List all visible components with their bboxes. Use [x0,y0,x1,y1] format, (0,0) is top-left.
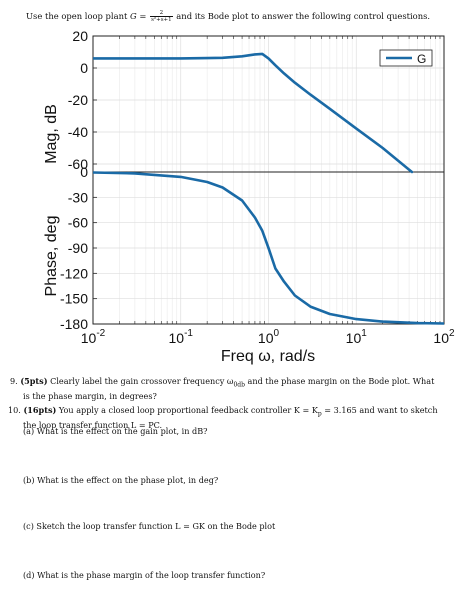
phase-ytick-label: -120 [60,265,88,281]
q10-part-b: (b) What is the effect on the phase plot… [23,475,219,485]
phase-ytick-label: -30 [68,189,88,205]
plant-variable: G [130,11,137,21]
magnitude-ytick-label: -60 [68,156,88,172]
magnitude-ytick-label: 0 [80,60,88,76]
q9-sub: 0db [233,381,245,389]
q10-line1-end: = 3.165 and want to sketch [321,405,438,415]
q9-line1-end: and the phase margin on the Bode plot. W… [244,376,435,386]
phase-ytick-label: -150 [60,291,88,307]
magnitude-ylabel: Mag, dB [43,104,60,164]
question-9: 9. (5pts) Clearly label the gain crossov… [10,376,470,402]
transfer-function-fraction: 2 s²+s+1 [150,10,173,23]
phase-xtick-label: 10-1 [169,328,194,346]
q10-sub: p [317,410,322,418]
q10-points: (16pts) [23,405,57,415]
phase-xtick-label: 101 [346,328,368,346]
phase-ytick-label: -90 [68,240,88,256]
magnitude-series-g [93,52,414,174]
phase-xtick-label: 100 [258,328,280,346]
q10-part-c: (c) Sketch the loop transfer function L … [23,521,276,531]
legend-label-g: G [417,52,426,66]
phase-ylabel: Phase, deg [43,216,60,297]
q10-part-a: (a) What is the effect on the gain plot,… [23,426,208,436]
intro-prefix: Use the open loop plant [26,11,131,21]
q10-part-d: (d) What is the phase margin of the loop… [23,570,266,580]
q10-line1: You apply a closed loop proportional fee… [56,405,318,415]
q10-number: 10. [8,405,21,415]
q9-line1: Clearly label the gain crossover frequen… [47,376,234,386]
magnitude-ticks: 20 0 -20 -40 -60 [68,28,441,172]
phase-ytick-label: -180 [60,316,88,332]
magnitude-ytick-label: -40 [68,124,88,140]
phase-ytick-label: -60 [68,215,88,231]
q10-line2: the loop transfer function L = PC. [23,420,163,431]
q9-line2: is the phase margin, in degrees? [23,391,157,402]
phase-xtick-label: 102 [433,328,455,346]
intro-suffix: and its Bode plot to answer the followin… [173,11,431,21]
phase-ytick-label: 0 [80,164,88,180]
phase-grid [93,171,444,325]
tf-denominator: s²+s+1 [151,17,172,23]
intro-equals: = [136,11,150,21]
tf-numerator: 2 [150,10,173,17]
q9-number: 9. [10,376,18,386]
phase-series-g [92,171,445,325]
question-10: 10. (16pts) You apply a closed loop prop… [8,405,470,431]
magnitude-ytick-label: 20 [72,28,88,44]
problem-intro: Use the open loop plant G = 2 s²+s+1 and … [26,10,466,23]
magnitude-ytick-label: -20 [68,92,88,108]
phase-xtick-label: 10-2 [81,328,106,346]
q9-points: (5pts) [20,376,48,386]
frequency-xlabel: Freq ω, rad/s [221,348,315,365]
legend: G [379,49,433,67]
